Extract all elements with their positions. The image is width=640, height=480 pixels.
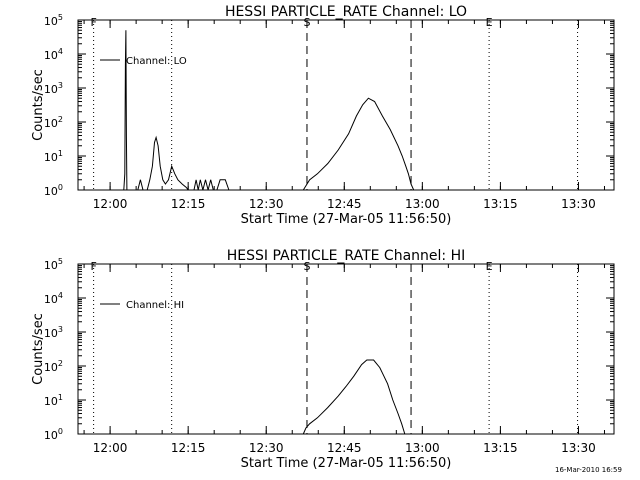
chart-title: HESSI PARTICLE_RATE Channel: LO bbox=[225, 4, 467, 20]
timestamp-stamp: 16-Mar-2010 16:59 bbox=[555, 466, 622, 474]
x-tick-label: 12:00 bbox=[93, 441, 128, 455]
y-tick-label: 101 bbox=[44, 393, 63, 408]
plot-frame bbox=[77, 19, 615, 191]
x-axis-label: Start Time (27-Mar-05 11:56:50) bbox=[241, 212, 452, 227]
y-axis-label: Counts/sec bbox=[31, 69, 46, 141]
x-tick-label: 13:15 bbox=[483, 441, 518, 455]
y-tick-label: 102 bbox=[44, 359, 63, 374]
time-marker-label: F bbox=[90, 16, 96, 29]
x-axis-label: Start Time (27-Mar-05 11:56:50) bbox=[241, 456, 452, 471]
time-marker-label: F bbox=[90, 260, 96, 273]
time-marker-label: E bbox=[486, 16, 493, 29]
chart-panel-2: HESSI PARTICLE_RATE Channel: HI 12:00 12:1… bbox=[31, 248, 615, 471]
time-marker-label: S bbox=[303, 16, 310, 29]
x-tick-label: 12:30 bbox=[249, 197, 284, 211]
x-tick-label: 12:45 bbox=[327, 441, 362, 455]
y-tick-label: 103 bbox=[44, 81, 63, 96]
y-tick-label: 103 bbox=[44, 325, 63, 340]
chart-panel-1: HESSI PARTICLE_RATE Channel: LO 12:00 12:1… bbox=[31, 4, 615, 227]
y-tick-label: 105 bbox=[44, 13, 63, 28]
series-line bbox=[302, 97, 415, 191]
x-tick-label: 12:45 bbox=[327, 197, 362, 211]
y-tick-label: 100 bbox=[44, 183, 63, 198]
chart-title: HESSI PARTICLE_RATE Channel: HI bbox=[227, 248, 465, 264]
x-tick-label: 12:15 bbox=[171, 441, 206, 455]
y-tick-label: 101 bbox=[44, 149, 63, 164]
y-tick-label: 104 bbox=[44, 47, 63, 62]
x-tick-label: 13:00 bbox=[405, 441, 440, 455]
x-tick-label: 12:15 bbox=[171, 197, 206, 211]
y-tick-label: 102 bbox=[44, 115, 63, 130]
legend-label: Channel: LO bbox=[126, 56, 187, 67]
y-tick-label: 105 bbox=[44, 257, 63, 272]
x-tick-label: 12:30 bbox=[249, 441, 284, 455]
x-tick-label: 12:00 bbox=[93, 197, 128, 211]
x-tick-label: 13:00 bbox=[405, 197, 440, 211]
y-tick-label: 100 bbox=[44, 427, 63, 442]
y-tick-label: 104 bbox=[44, 291, 63, 306]
y-axis-label: Counts/sec bbox=[31, 313, 46, 385]
time-marker-label: S bbox=[303, 260, 310, 273]
time-marker-label: E bbox=[486, 260, 493, 273]
plot-frame bbox=[77, 263, 615, 435]
x-tick-label: 13:15 bbox=[483, 197, 518, 211]
x-tick-label: 13:30 bbox=[561, 197, 596, 211]
series-line bbox=[302, 359, 406, 435]
x-tick-label: 13:30 bbox=[561, 441, 596, 455]
series-line bbox=[123, 30, 230, 191]
legend-label: Channel: HI bbox=[126, 300, 184, 311]
